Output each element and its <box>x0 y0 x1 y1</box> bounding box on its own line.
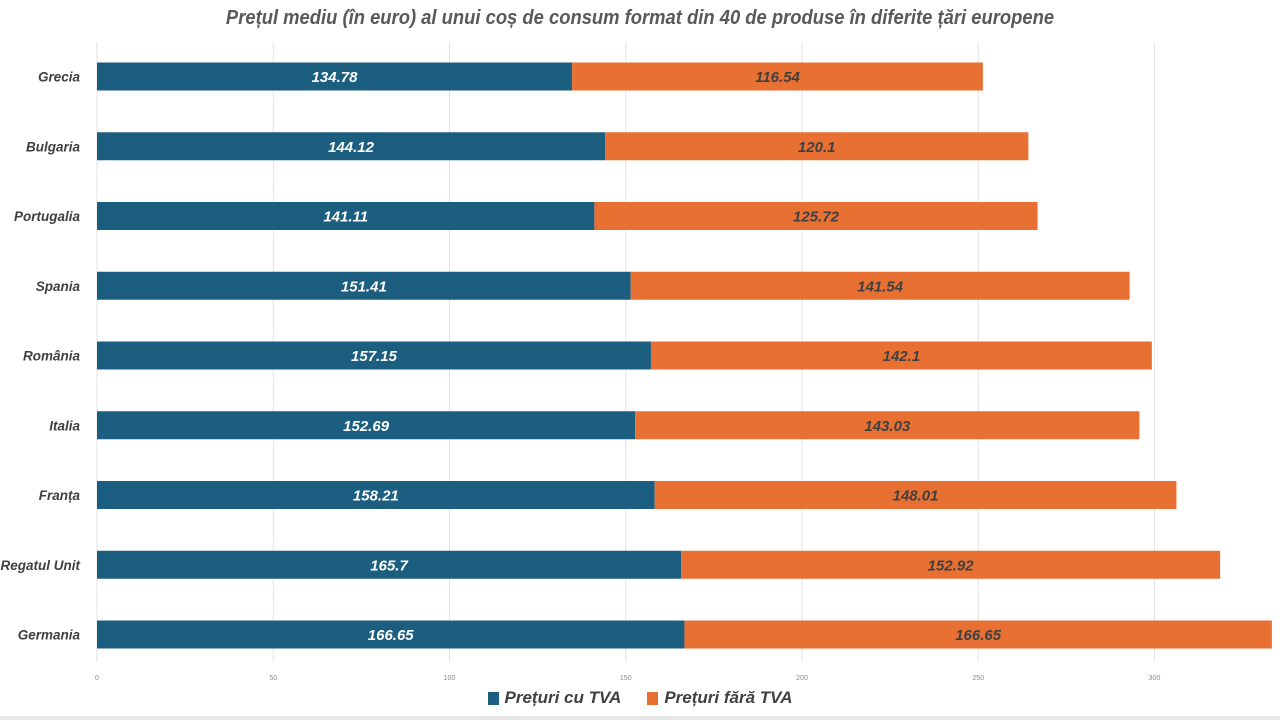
data-label: 152.69 <box>343 418 390 435</box>
data-label: 165.7 <box>370 557 408 574</box>
x-tick-label: 300 <box>1149 675 1161 682</box>
legend-label-cu-tva: Prețuri cu TVA <box>504 688 622 707</box>
bar-fara-tva <box>605 132 1029 161</box>
data-label: 116.54 <box>755 69 800 86</box>
legend-swatch-cu-tva <box>487 691 499 705</box>
legend-swatch-fara-tva <box>647 691 659 705</box>
data-label: 144.12 <box>328 139 375 156</box>
category-label: Regatul Unit <box>1 558 81 573</box>
data-label: 148.01 <box>893 488 939 505</box>
data-label: 142.1 <box>883 348 921 365</box>
bar-cu-tva <box>97 341 651 370</box>
legend-item-fara-tva: Prețuri fără TVA <box>647 688 793 708</box>
legend: Prețuri cu TVA Prețuri fără TVA <box>0 688 1280 708</box>
bar-fara-tva <box>635 411 1140 440</box>
bar-fara-tva <box>654 481 1177 509</box>
category-label: Portugalia <box>14 209 81 224</box>
category-label: Spania <box>36 279 81 294</box>
category-label: Germania <box>18 628 81 643</box>
legend-item-cu-tva: Prețuri cu TVA <box>487 688 622 708</box>
data-label: 120.1 <box>798 139 836 156</box>
bar-cu-tva <box>97 550 682 579</box>
category-label: România <box>23 349 81 364</box>
category-label: Grecia <box>38 70 81 85</box>
data-label: 143.03 <box>864 418 911 435</box>
data-label: 151.41 <box>341 278 387 295</box>
x-tick-label: 150 <box>620 675 632 682</box>
bar-fara-tva <box>594 202 1038 230</box>
bottom-border <box>0 716 1280 720</box>
data-label: 157.15 <box>351 348 398 365</box>
legend-label-fara-tva: Prețuri fără TVA <box>664 688 793 707</box>
bar-fara-tva <box>681 550 1221 579</box>
bar-fara-tva <box>572 62 983 91</box>
category-label: Italia <box>49 418 80 433</box>
bar-cu-tva <box>97 411 636 440</box>
data-label: 141.11 <box>323 209 368 226</box>
category-label: Bulgaria <box>26 139 81 154</box>
data-label: 141.54 <box>857 278 904 295</box>
data-label: 158.21 <box>353 488 399 505</box>
bar-fara-tva <box>650 341 1152 370</box>
data-label: 134.78 <box>312 69 359 86</box>
x-tick-label: 200 <box>796 675 808 682</box>
stacked-bar-chart: 0 50 100 150 200 250 300 Grecia 134.78 116.54 Bulg… <box>1 42 1272 682</box>
x-tick-label: 100 <box>444 675 456 682</box>
data-label: 125.72 <box>793 209 840 226</box>
data-label: 152.92 <box>928 557 975 574</box>
bar-cu-tva <box>97 271 631 300</box>
x-tick-label: 250 <box>972 675 984 682</box>
category-label: Franța <box>39 488 81 503</box>
x-tick-label: 50 <box>269 675 277 682</box>
data-label: 166.65 <box>955 627 1002 644</box>
bar-fara-tva <box>684 620 1272 649</box>
bar-fara-tva <box>630 271 1130 300</box>
bar-cu-tva <box>97 62 573 91</box>
x-tick-label: 0 <box>95 675 99 682</box>
data-label: 166.65 <box>368 627 415 644</box>
bar-cu-tva <box>97 202 595 230</box>
bar-cu-tva <box>97 620 685 649</box>
chart-title: Prețul mediu (în euro) al unui coș de co… <box>225 7 1055 29</box>
bar-cu-tva <box>97 481 655 509</box>
bar-cu-tva <box>97 132 606 161</box>
